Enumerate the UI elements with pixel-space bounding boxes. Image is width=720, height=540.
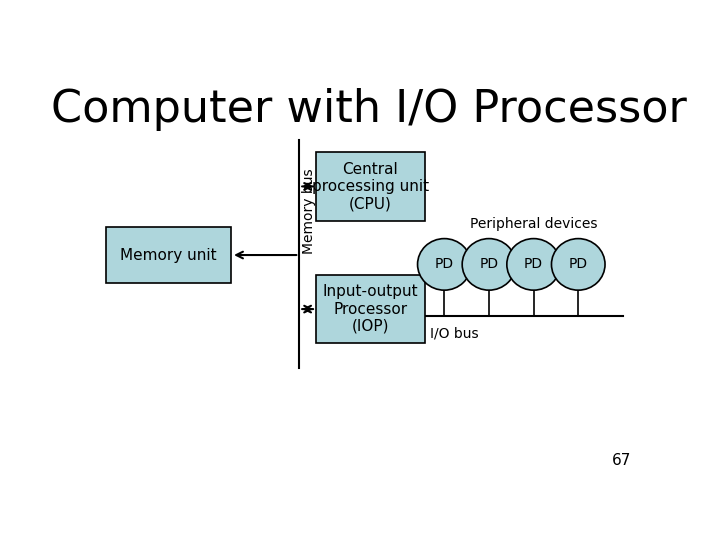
Text: PD: PD [569,258,588,272]
Text: PD: PD [524,258,543,272]
Text: Memory unit: Memory unit [120,247,217,262]
Ellipse shape [552,239,605,290]
Text: PD: PD [435,258,454,272]
Text: Memory bus: Memory bus [302,168,316,254]
Ellipse shape [462,239,516,290]
Text: Central
processing unit
(CPU): Central processing unit (CPU) [312,161,429,211]
Ellipse shape [507,239,560,290]
Bar [106,227,231,283]
Bar [316,275,425,343]
Text: I/O bus: I/O bus [431,327,479,341]
Text: 67: 67 [612,453,631,468]
Bar [316,152,425,221]
Text: Input-output
Processor
(IOP): Input-output Processor (IOP) [323,284,418,334]
Ellipse shape [418,239,471,290]
Text: PD: PD [480,258,498,272]
Text: Peripheral devices: Peripheral devices [470,217,598,231]
Text: Computer with I/O Processor: Computer with I/O Processor [51,87,687,131]
